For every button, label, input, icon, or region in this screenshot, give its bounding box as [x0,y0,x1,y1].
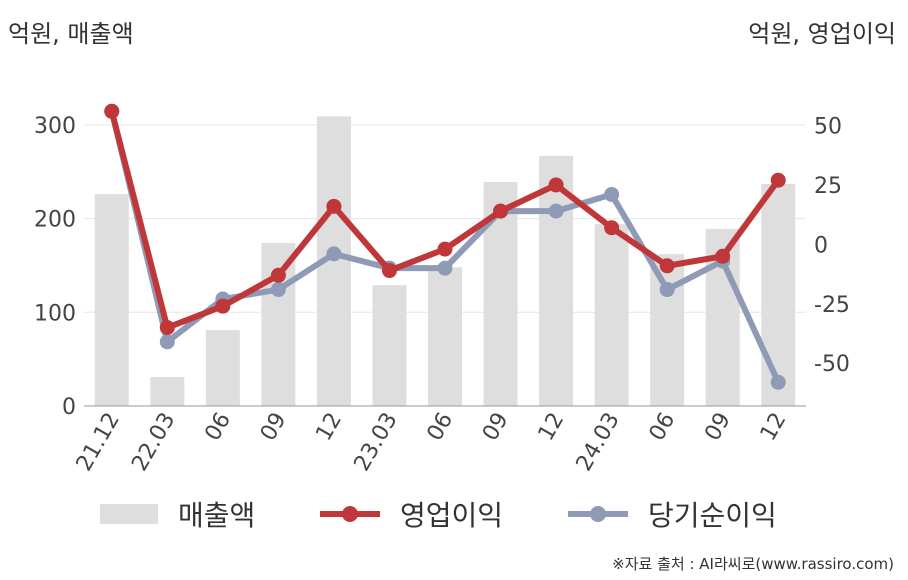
x-tick-label: 09 [478,409,514,446]
left-tick-label: 300 [34,114,76,139]
chart-legend: 매출액 영업이익 당기순이익 [0,492,908,536]
legend-item-operating-profit: 영업이익 [318,492,503,536]
point-operating-profit [326,198,342,214]
x-tick-label: 06 [423,409,459,446]
point-operating-profit [381,263,397,279]
legend-item-net-income: 당기순이익 [566,492,777,536]
point-net-income [604,186,620,202]
x-tick-label: 09 [700,409,736,446]
point-operating-profit [270,267,286,283]
legend-label-revenue: 매출액 [178,499,256,532]
right-axis-unit-label: 억원, 영업이익 [748,20,896,48]
x-tick-label: 22.03 [127,409,180,476]
legend-swatch-bar [100,504,158,524]
point-operating-profit [493,203,509,219]
x-tick-label: 06 [200,409,236,446]
bar-revenue [594,224,629,406]
bar-revenue [150,376,185,406]
bar-revenue [205,330,240,406]
bar-revenue [428,267,462,406]
x-tick-label: 23.03 [350,409,403,476]
bar-revenue [650,254,685,406]
point-operating-profit [548,177,564,193]
point-operating-profit [159,320,175,336]
legend-item-revenue: 매출액 [100,492,255,536]
point-net-income [659,282,675,298]
point-net-income [437,260,453,276]
legend-swatch-line-blue [568,506,628,522]
right-tick-label: -50 [814,352,850,377]
point-operating-profit [604,220,620,236]
legend-label-operating-profit: 영업이익 [400,499,504,532]
left-axis-unit-label: 억원, 매출액 [8,20,134,48]
right-tick-label: 50 [814,115,842,140]
point-net-income [770,374,786,390]
point-net-income [270,282,286,298]
point-operating-profit [437,241,453,257]
bar-revenue [761,183,796,406]
source-credit: ※자료 출처 : AI라씨로(www.rassiro.com) [612,555,894,573]
right-tick-label: -25 [814,293,850,318]
legend-label-net-income: 당기순이익 [648,499,777,532]
x-tick-label: 06 [645,409,681,446]
left-tick-label: 0 [62,395,76,420]
bar-revenue [94,194,129,406]
point-net-income [326,246,342,262]
x-tick-label: 12 [311,409,347,446]
bar-revenue [372,285,407,406]
point-net-income [159,334,175,350]
point-operating-profit [715,248,731,264]
legend-swatch-line-red [320,506,380,522]
x-tick-label: 12 [534,409,570,446]
bar-revenue [261,242,296,406]
point-operating-profit [104,103,120,119]
right-tick-label: 0 [814,233,828,258]
left-tick-label: 200 [34,208,76,233]
right-tick-label: 25 [814,174,842,199]
point-operating-profit [215,298,231,314]
left-tick-label: 100 [34,301,76,326]
x-tick-label: 21.12 [72,409,125,476]
bar-revenue [539,155,574,406]
point-operating-profit [770,172,786,188]
x-tick-label: 09 [256,409,292,446]
x-tick-label: 12 [756,409,792,446]
point-operating-profit [659,258,675,274]
point-net-income [548,203,564,219]
x-tick-label: 24.03 [572,409,625,476]
